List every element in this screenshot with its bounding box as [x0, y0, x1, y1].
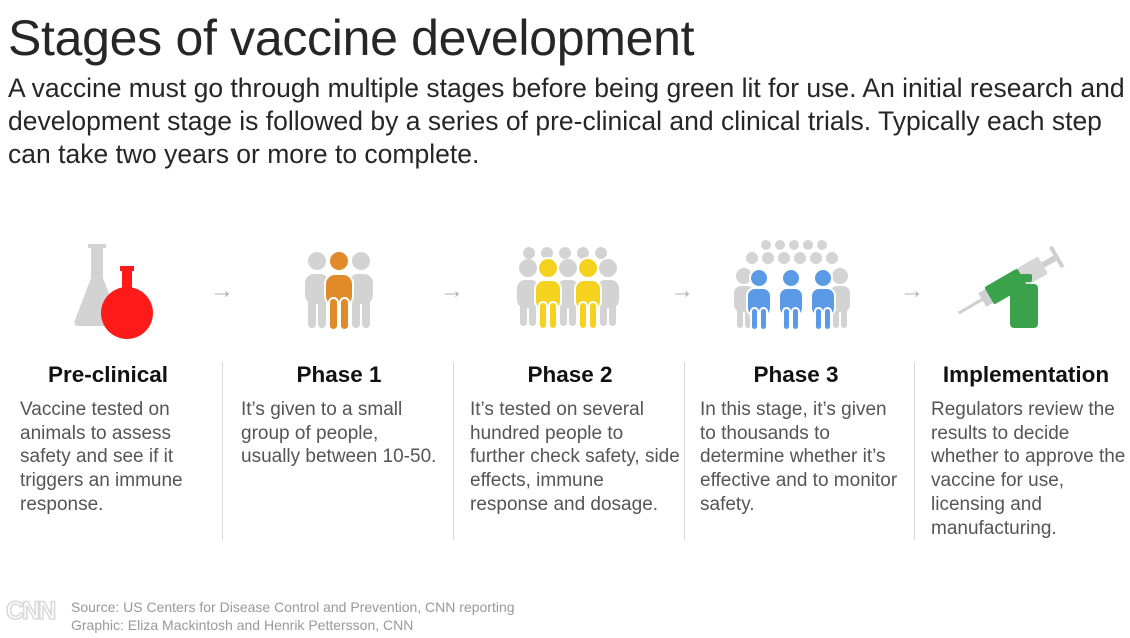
- source-line: Source: US Centers for Disease Control a…: [71, 599, 515, 615]
- arrow-3: →: [670, 277, 694, 304]
- stage-desc-phase-2: It’s tested on several hundred people to…: [470, 399, 680, 515]
- cnn-logo: CNN: [5, 597, 57, 625]
- stage-desc-phase-1: It’s given to a small group of people, u…: [241, 399, 437, 468]
- stage-desc-preclinical: Vaccine tested on animals to assess safe…: [20, 399, 183, 515]
- divider-3: [684, 362, 685, 540]
- stage-title-phase-3: Phase 3: [753, 362, 839, 387]
- stage-title-preclinical: Pre-clinical: [47, 362, 169, 387]
- graphic-credit-line: Graphic: Eliza Mackintosh and Henrik Pet…: [71, 616, 414, 633]
- divider-1: [222, 362, 223, 540]
- divider-2: [453, 362, 454, 540]
- stage-desc-phase-3: In this stage, it’s given to thousands t…: [700, 399, 898, 515]
- large-group-icon: [734, 240, 850, 330]
- medium-group-icon: [517, 247, 619, 330]
- small-group-icon: [305, 250, 373, 331]
- source-credit: Source: US Centers for Disease Control a…: [71, 599, 515, 634]
- stage-title-implementation: Implementation: [942, 362, 1110, 387]
- flask-icon: [74, 244, 153, 339]
- page-title: Stages of vaccine development: [8, 10, 695, 66]
- page-subtitle: A vaccine must go through multiple stage…: [8, 73, 1125, 169]
- arrow-2: →: [440, 277, 464, 304]
- stage-title-phase-2: Phase 2: [527, 362, 613, 387]
- arrow-4: →: [900, 277, 924, 304]
- syringe-vial-icon: [957, 245, 1065, 328]
- arrow-1: →: [210, 277, 234, 304]
- stage-title-phase-1: Phase 1: [296, 362, 382, 387]
- divider-4: [914, 362, 915, 540]
- stage-desc-implementation: Regulators review the results to decide …: [931, 399, 1126, 539]
